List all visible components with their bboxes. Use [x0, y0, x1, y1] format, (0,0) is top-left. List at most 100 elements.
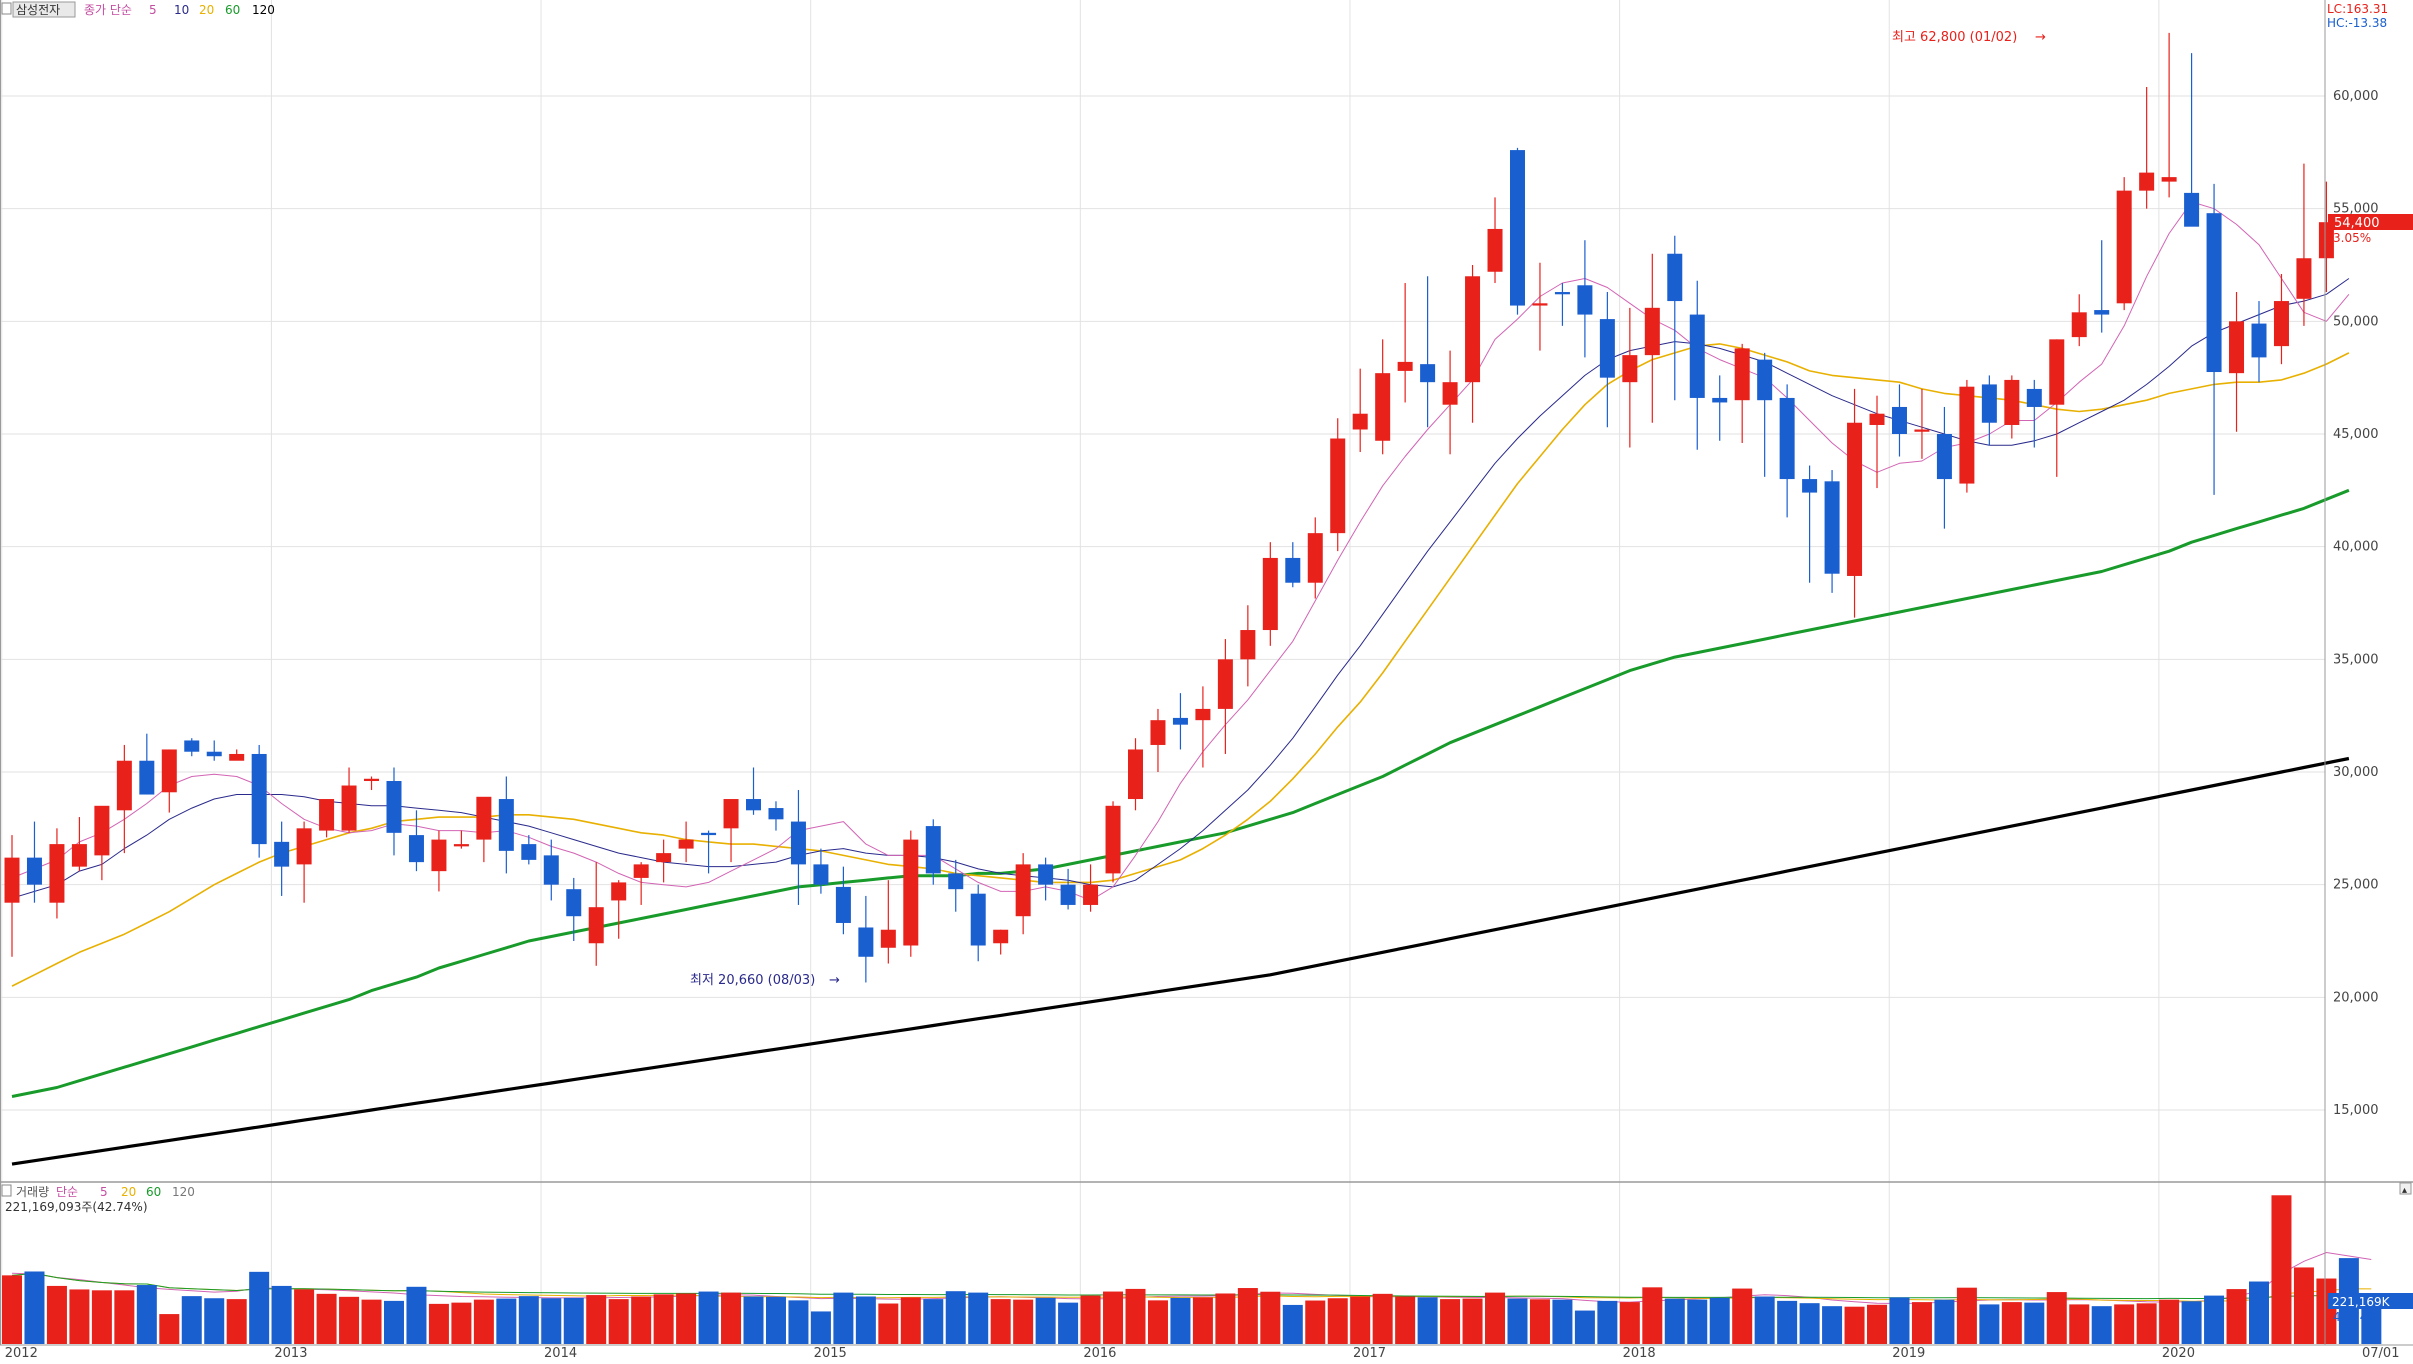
volume-bar: [496, 1298, 517, 1344]
volume-bar: [2114, 1304, 2135, 1344]
volume-bar: [1889, 1297, 1910, 1344]
volume-bar: [2024, 1302, 2045, 1344]
candle-body: [925, 826, 941, 874]
candle-body: [1375, 373, 1391, 441]
candle-body: [1307, 533, 1323, 583]
volume-last-tag: [2328, 1293, 2413, 1309]
candle-body: [26, 857, 42, 885]
volume-ma-period-120: 120: [172, 1185, 195, 1199]
candle-body: [611, 882, 627, 901]
candle-body: [229, 753, 245, 761]
volume-bar: [1732, 1288, 1753, 1344]
volume-bar: [2046, 1292, 2067, 1344]
candle-body: [835, 886, 851, 923]
volume-bar: [586, 1295, 607, 1344]
candle-body: [1195, 708, 1211, 721]
candle-body: [790, 821, 806, 865]
volume-bar: [2159, 1299, 2180, 1344]
volume-bar: [2361, 1305, 2382, 1344]
volume-bar: [1395, 1296, 1416, 1344]
volume-bar: [1529, 1299, 1550, 1344]
volume-summary: 221,169,093주(42.74%): [5, 1200, 148, 1214]
volume-bar: [1192, 1297, 1213, 1344]
volume-bar: [608, 1299, 629, 1344]
candle-body: [1712, 397, 1728, 403]
candle-body: [1420, 364, 1436, 383]
volume-bar: [1372, 1293, 1393, 1344]
candle-body: [1105, 805, 1121, 874]
candle-body: [903, 839, 919, 946]
price-y-tick-label: 20,000: [2333, 990, 2379, 1005]
volume-bar: [743, 1296, 764, 1344]
price-ma-period-60: 60: [225, 3, 240, 17]
volume-bar: [676, 1293, 697, 1344]
candle-body: [476, 796, 492, 840]
candle-body: [161, 749, 177, 793]
volume-bar: [226, 1299, 247, 1344]
panel-expand-button[interactable]: [2399, 1182, 2412, 1195]
candle-body: [656, 853, 672, 863]
candle-body: [993, 929, 1009, 944]
volume-bar: [1440, 1299, 1461, 1344]
volume-title: 거래량: [16, 1185, 49, 1199]
volume-bar: [1911, 1302, 1932, 1344]
price-y-tick-label: 45,000: [2333, 427, 2379, 442]
x-tick-label: 2013: [274, 1346, 307, 1360]
volume-bar: [1282, 1304, 1303, 1344]
candle-body: [2004, 379, 2020, 425]
lc-value: LC:163.31: [2327, 2, 2388, 16]
volume-bar: [1080, 1295, 1101, 1344]
candle-body: [1554, 292, 1570, 295]
volume-bar: [1642, 1287, 1663, 1344]
price-ma-period-5: 5: [149, 3, 157, 17]
volume-bar: [1552, 1299, 1573, 1344]
candle-body: [1150, 720, 1166, 745]
high-arrow: →: [2035, 30, 2046, 45]
volume-bar: [361, 1299, 382, 1344]
volume-bar: [1664, 1298, 1685, 1344]
candle-body: [1644, 307, 1660, 356]
price-y-tick-label: 40,000: [2333, 540, 2379, 555]
candle-body: [1802, 479, 1818, 493]
volume-bar: [1619, 1302, 1640, 1344]
volume-bar: [1777, 1300, 1798, 1344]
volume-bar: [1103, 1291, 1124, 1344]
volume-bar: [1709, 1297, 1730, 1344]
volume-last-pct: 42.74%: [2333, 1310, 2379, 1324]
volume-bar: [1462, 1298, 1483, 1344]
symbol-label[interactable]: 삼성전자: [16, 3, 60, 17]
candle-body: [453, 844, 469, 847]
volume-bar: [136, 1285, 157, 1344]
candle-body: [768, 808, 784, 820]
hc-value: HC:-13.38: [2327, 16, 2387, 30]
candle-body: [1442, 382, 1458, 405]
last-price-tag: [2328, 214, 2413, 230]
candle-body: [813, 864, 829, 885]
price-y-tick-label: 30,000: [2333, 765, 2379, 780]
x-tick-label: 2019: [1892, 1346, 1925, 1360]
volume-ma-title: 단순: [56, 1185, 78, 1199]
volume-bar: [2249, 1281, 2269, 1344]
candle-body: [1599, 319, 1615, 378]
candle-body: [1285, 557, 1301, 583]
volume-bar: [383, 1300, 404, 1344]
candle-body: [1509, 150, 1525, 306]
candle-body: [2206, 213, 2222, 373]
volume-bar: [1979, 1304, 2000, 1344]
candle-body: [1060, 884, 1076, 905]
volume-bar: [1822, 1306, 1843, 1344]
candle-body: [1622, 355, 1638, 383]
volume-last-value: 221,169K: [2332, 1295, 2391, 1309]
candle-body: [1757, 359, 1773, 401]
volume-bar: [46, 1285, 67, 1344]
volume-bar: [249, 1271, 270, 1344]
last-price-change: 3.05%: [2333, 231, 2371, 245]
price-ma-period-10: 10: [174, 3, 189, 17]
volume-bar: [1574, 1310, 1595, 1344]
candle-body: [521, 844, 537, 860]
volume-bar: [1147, 1300, 1168, 1344]
candle-body: [2184, 192, 2200, 227]
volume-bar: [2271, 1195, 2292, 1344]
price-y-tick-label: 35,000: [2333, 652, 2379, 667]
candle-body: [408, 835, 424, 863]
